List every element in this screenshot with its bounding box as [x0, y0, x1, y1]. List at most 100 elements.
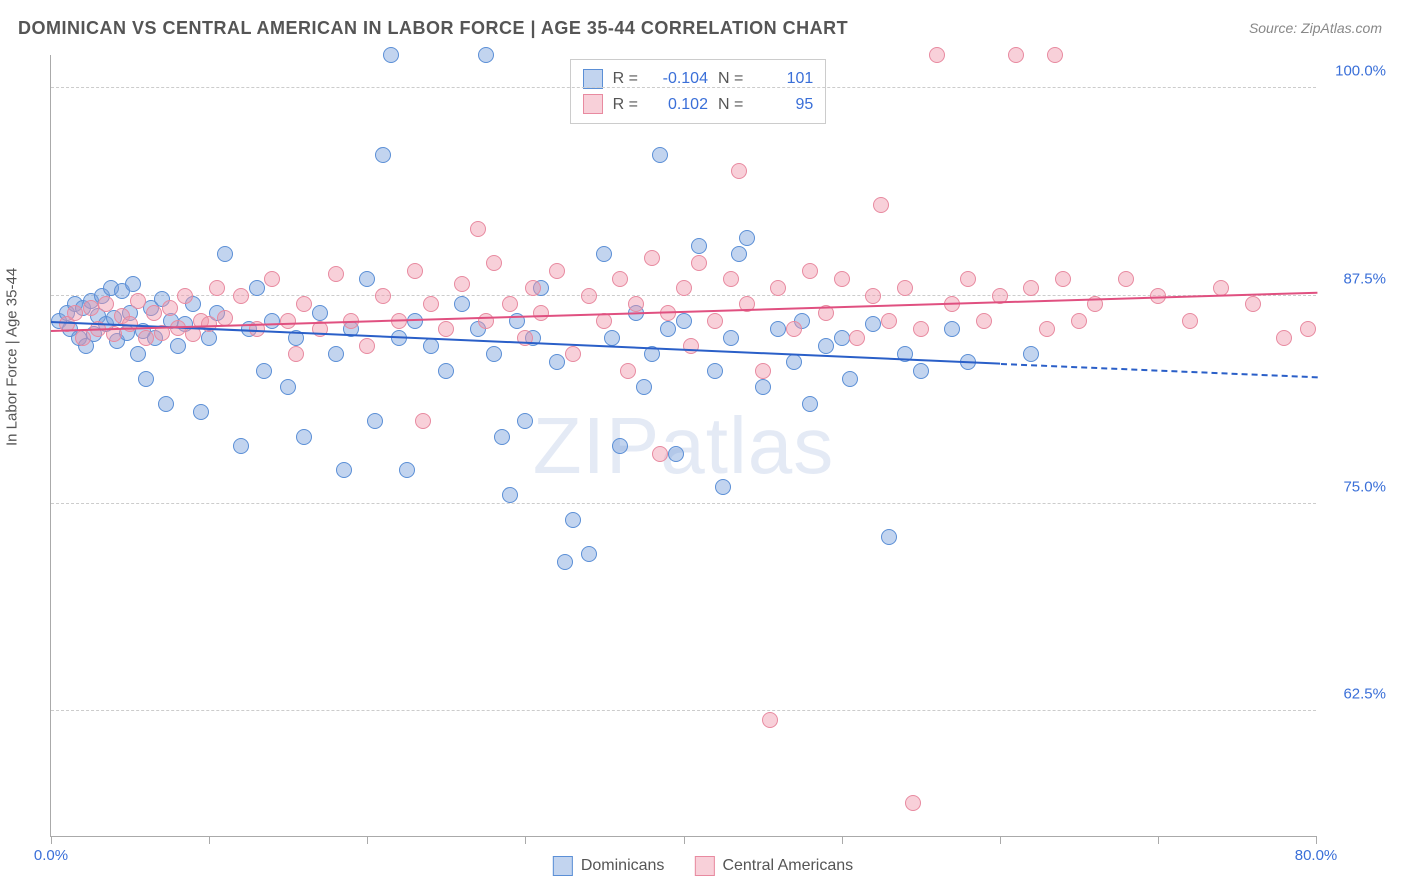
scatter-point — [873, 197, 889, 213]
scatter-point — [770, 321, 786, 337]
watermark: ZIPatlas — [533, 400, 834, 492]
scatter-point — [470, 221, 486, 237]
scatter-point — [1039, 321, 1055, 337]
scatter-point — [486, 255, 502, 271]
scatter-point — [644, 250, 660, 266]
y-tick-label: 100.0% — [1326, 63, 1386, 80]
scatter-point — [581, 288, 597, 304]
correlation-stats-box: R = -0.104 N = 101 R = 0.102 N = 95 — [570, 59, 827, 124]
x-tick — [525, 836, 526, 844]
scatter-point — [130, 293, 146, 309]
scatter-point — [170, 338, 186, 354]
scatter-point — [438, 321, 454, 337]
scatter-point — [1008, 47, 1024, 63]
x-tick-label: 0.0% — [34, 847, 68, 864]
scatter-point — [312, 305, 328, 321]
scatter-point — [1023, 280, 1039, 296]
y-tick-label: 87.5% — [1326, 270, 1386, 287]
legend-item-series2: Central Americans — [694, 856, 853, 876]
legend-label-series2: Central Americans — [722, 857, 853, 875]
scatter-point — [668, 446, 684, 462]
scatter-point — [755, 363, 771, 379]
scatter-point — [280, 313, 296, 329]
scatter-point — [193, 404, 209, 420]
scatter-point — [834, 330, 850, 346]
scatter-point — [1182, 313, 1198, 329]
legend-label-series1: Dominicans — [581, 857, 665, 875]
scatter-point — [905, 795, 921, 811]
scatter-point — [849, 330, 865, 346]
scatter-point — [802, 263, 818, 279]
scatter-point — [715, 479, 731, 495]
scatter-point — [98, 296, 114, 312]
scatter-point — [249, 280, 265, 296]
scatter-point — [549, 354, 565, 370]
scatter-point — [83, 300, 99, 316]
scatter-point — [1055, 271, 1071, 287]
scatter-point — [683, 338, 699, 354]
scatter-point — [375, 147, 391, 163]
scatter-point — [770, 280, 786, 296]
scatter-point — [913, 321, 929, 337]
scatter-point — [660, 321, 676, 337]
x-tick-label: 80.0% — [1295, 847, 1338, 864]
scatter-point — [762, 712, 778, 728]
scatter-point — [146, 305, 162, 321]
scatter-point — [158, 396, 174, 412]
scatter-point — [296, 429, 312, 445]
y-axis-label: In Labor Force | Age 35-44 — [4, 268, 21, 446]
x-tick — [1316, 836, 1317, 844]
x-tick — [1000, 836, 1001, 844]
scatter-point — [881, 529, 897, 545]
scatter-point — [612, 438, 628, 454]
r-label: R = — [613, 92, 638, 118]
scatter-point — [67, 305, 83, 321]
scatter-point — [723, 271, 739, 287]
scatter-point — [533, 305, 549, 321]
swatch-series2 — [583, 94, 603, 114]
scatter-point — [636, 379, 652, 395]
stats-row-series2: R = 0.102 N = 95 — [583, 92, 814, 118]
scatter-point — [557, 554, 573, 570]
scatter-point — [367, 413, 383, 429]
bottom-legend: Dominicans Central Americans — [553, 856, 853, 876]
scatter-point — [676, 313, 692, 329]
scatter-point — [130, 346, 146, 362]
scatter-point — [478, 47, 494, 63]
scatter-point — [628, 296, 644, 312]
scatter-point — [842, 371, 858, 387]
x-tick — [51, 836, 52, 844]
scatter-point — [691, 238, 707, 254]
scatter-point — [960, 271, 976, 287]
scatter-point — [328, 346, 344, 362]
gridline — [51, 87, 1316, 88]
scatter-point — [359, 271, 375, 287]
x-tick — [209, 836, 210, 844]
r-value-series2: 0.102 — [648, 92, 708, 118]
scatter-point — [565, 512, 581, 528]
trendline-extrapolated — [1000, 363, 1317, 378]
scatter-point — [723, 330, 739, 346]
scatter-point — [691, 255, 707, 271]
scatter-point — [502, 296, 518, 312]
x-tick — [842, 836, 843, 844]
scatter-point — [565, 346, 581, 362]
gridline — [51, 503, 1316, 504]
scatter-point — [502, 487, 518, 503]
scatter-point — [525, 280, 541, 296]
scatter-point — [834, 271, 850, 287]
scatter-point — [707, 363, 723, 379]
scatter-point — [1047, 47, 1063, 63]
scatter-point — [1118, 271, 1134, 287]
scatter-point — [399, 462, 415, 478]
gridline — [51, 710, 1316, 711]
chart-plot-area: ZIPatlas R = -0.104 N = 101 R = 0.102 N … — [50, 55, 1316, 837]
scatter-point — [162, 300, 178, 316]
scatter-point — [786, 354, 802, 370]
scatter-point — [217, 310, 233, 326]
scatter-point — [296, 296, 312, 312]
scatter-point — [739, 230, 755, 246]
scatter-point — [865, 288, 881, 304]
x-tick — [1158, 836, 1159, 844]
scatter-point — [264, 313, 280, 329]
